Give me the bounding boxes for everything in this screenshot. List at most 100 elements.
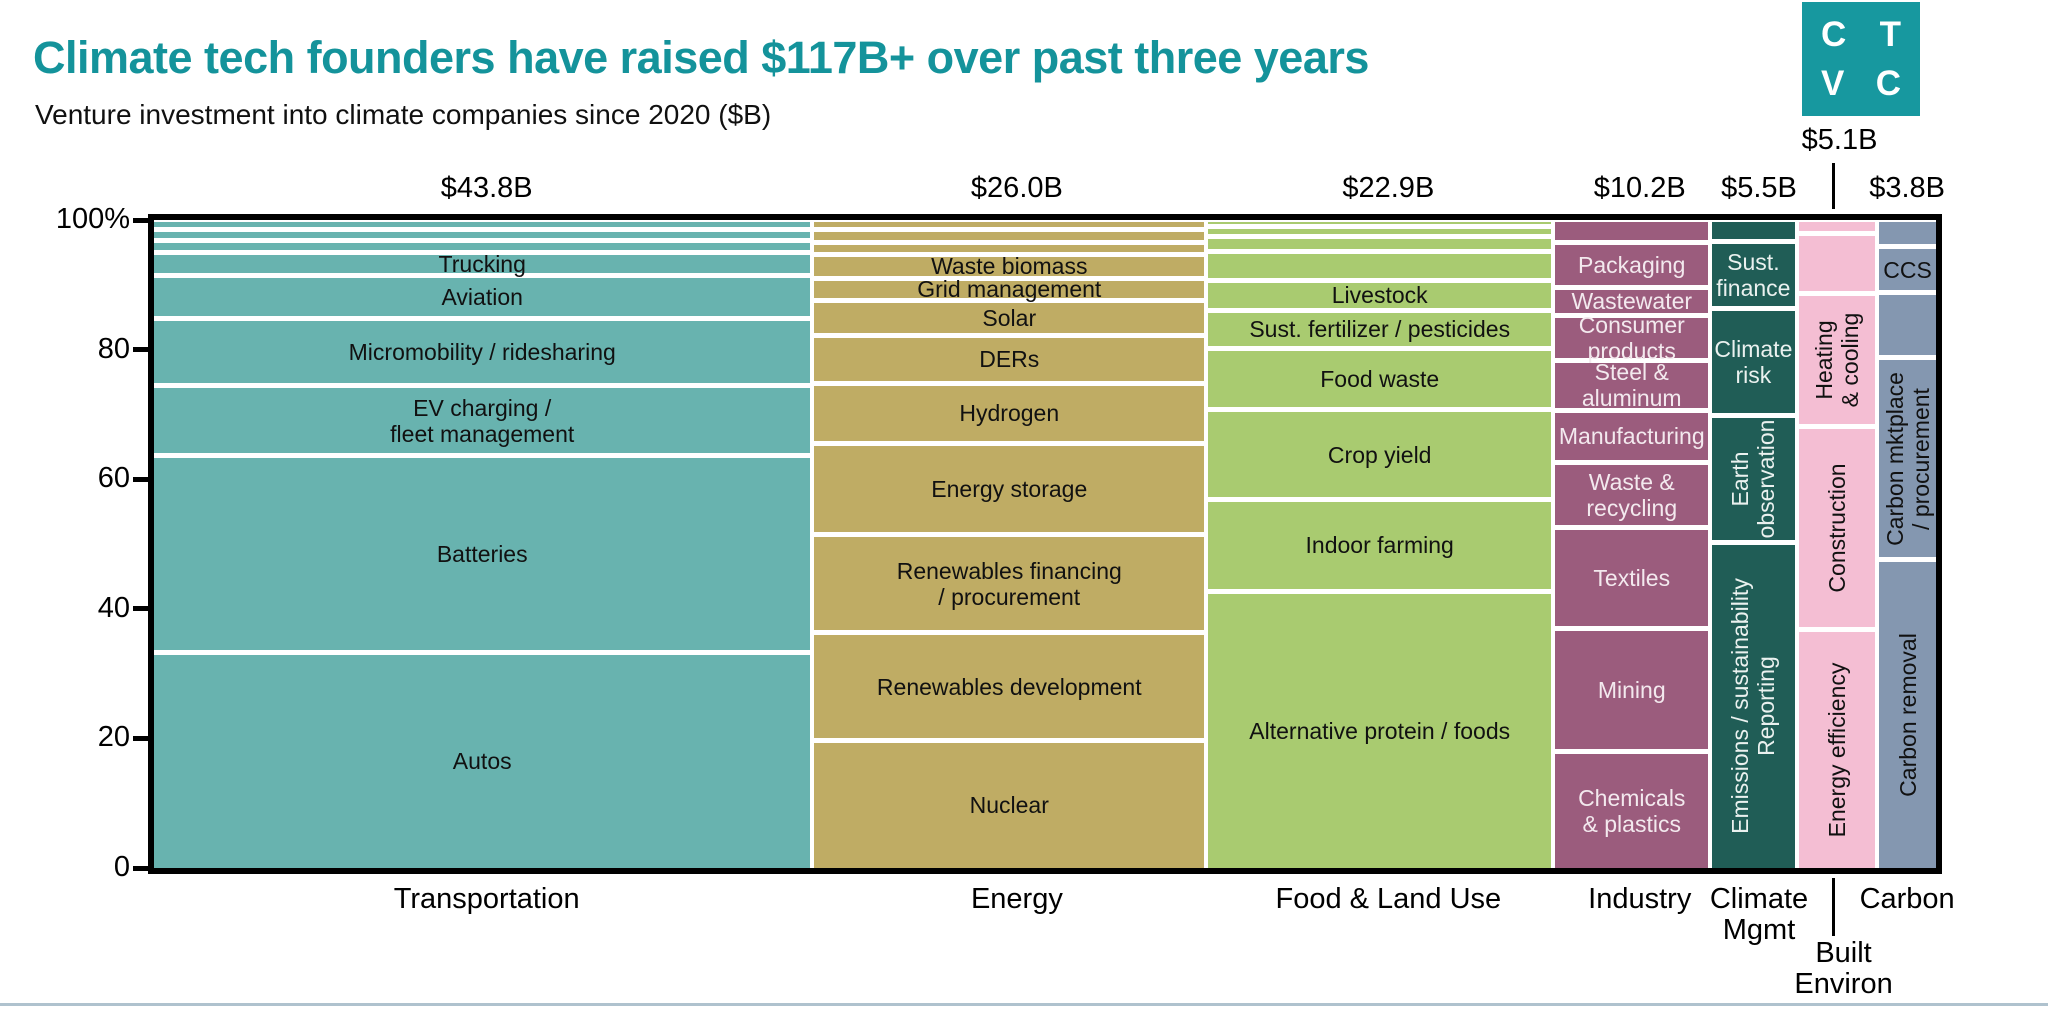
segment-unlabeled xyxy=(154,220,811,232)
segment-label: Mining xyxy=(1597,676,1666,703)
segment-label: Solar xyxy=(982,304,1037,331)
segment-label: Earth observation xyxy=(1727,419,1780,539)
mekko-column-food-land-use: Livestock Sust. fertilizer / pesticides Fo… xyxy=(1208,220,1552,868)
segment-carbon-mktplace-procurement: Carbon mktplace / procurement xyxy=(1879,359,1936,563)
category-label-carbon: Carbon xyxy=(1859,883,1955,915)
logo-letter: T xyxy=(1879,15,1901,54)
segment-packaging: Packaging xyxy=(1555,245,1709,290)
segment-label: Renewables development xyxy=(876,673,1142,700)
segment-autos: Autos xyxy=(154,654,811,868)
segment-alternative-protein-foods: Alternative protein / foods xyxy=(1208,593,1552,868)
segment-unlabeled xyxy=(814,232,1205,245)
segment-solar: Solar xyxy=(814,302,1205,338)
segment-aviation: Aviation xyxy=(154,278,811,322)
segment-batteries: Batteries xyxy=(154,457,811,655)
segment-label: Emissions / sustainability Reporting xyxy=(1727,578,1780,835)
segment-sust-finance: Sust. finance xyxy=(1712,243,1795,312)
segment-carbon-removal: Carbon removal xyxy=(1879,562,1936,868)
segment-micromobility-ridesharing: Micromobility / ridesharing xyxy=(154,321,811,389)
segment-unlabeled xyxy=(1798,236,1876,296)
segment-emissions-sustainability-reporting: Emissions / sustainability Reporting xyxy=(1712,544,1795,868)
segment-label: Livestock xyxy=(1331,282,1428,309)
mekko-column-carbon: CCS Carbon mktplace / procurement Carbon r… xyxy=(1879,220,1936,868)
segment-label: Trucking xyxy=(438,251,526,278)
mekko-column-climate-mgmt: Sust. finance Climate risk Earth observati… xyxy=(1712,220,1795,868)
segment-label: Hydrogen xyxy=(959,400,1060,427)
segment-label: EV charging / fleet management xyxy=(390,394,575,447)
segment-waste-biomass: Waste biomass xyxy=(814,253,1205,281)
segment-renewables-development: Renewables development xyxy=(814,635,1205,743)
segment-unlabeled xyxy=(1712,220,1795,244)
segment-ders: DERs xyxy=(814,337,1205,386)
segment-climate-risk: Climate risk xyxy=(1712,311,1795,418)
logo-letter: V xyxy=(1821,64,1845,103)
segment-label: Construction xyxy=(1823,463,1850,593)
segment-label: Climate risk xyxy=(1714,336,1793,388)
segment-unlabeled xyxy=(1879,220,1936,250)
ctvc-logo-row: V C xyxy=(1821,66,1901,101)
segment-unlabeled xyxy=(1208,220,1552,230)
segment-label: Micromobility / ridesharing xyxy=(348,339,616,366)
segment-steel-aluminum: Steel & aluminum xyxy=(1555,359,1709,414)
segment-sust-fertilizer-pesticides: Sust. fertilizer / pesticides xyxy=(1208,312,1552,351)
category-label-climate-mgmt: Climate Mgmt xyxy=(1709,883,1809,947)
segment-crop-yield: Crop yield xyxy=(1208,412,1552,502)
segment-label: Energy storage xyxy=(931,475,1088,502)
column-value-label-carbon: $3.8B xyxy=(1869,172,1946,204)
segment-label: Crop yield xyxy=(1327,441,1432,468)
segment-chemicals-plastics: Chemicals & plastics xyxy=(1555,753,1709,868)
segment-label: Aviation xyxy=(441,284,523,311)
segment-energy-efficiency: Energy efficiency xyxy=(1798,632,1876,868)
segment-unlabeled xyxy=(154,243,811,255)
segment-label: Packaging xyxy=(1578,252,1686,279)
y-axis-tick-label: 60 xyxy=(97,462,130,495)
segment-waste-recycling: Waste & recycling xyxy=(1555,464,1709,531)
segment-unlabeled xyxy=(154,231,811,244)
segment-ev-charging-fleet-management: EV charging / fleet management xyxy=(154,388,811,458)
column-value-label-energy: $26.0B xyxy=(970,172,1063,204)
ctvc-logo: C T V C xyxy=(1802,2,1920,116)
column-value-label-transportation: $43.8B xyxy=(440,172,533,204)
segment-label: Carbon mktplace / procurement xyxy=(1881,371,1934,546)
segment-manufacturing: Manufacturing xyxy=(1555,413,1709,465)
segment-label: Waste biomass xyxy=(931,253,1088,280)
segment-unlabeled xyxy=(1798,220,1876,237)
value-callout-line xyxy=(1831,163,1835,209)
segment-energy-storage: Energy storage xyxy=(814,446,1205,537)
mekko-column-energy: Waste biomass Grid management Solar DERs Hyd… xyxy=(814,220,1205,868)
segment-unlabeled xyxy=(1208,253,1552,283)
segment-food-waste: Food waste xyxy=(1208,350,1552,413)
chart-subtitle: Venture investment into climate companie… xyxy=(35,99,772,130)
segment-construction: Construction xyxy=(1798,429,1876,633)
mekko-plot-frame: Trucking Aviation Micromobility / rideshar… xyxy=(148,214,1942,874)
segment-renewables-financing-procurement: Renewables financing / procurement xyxy=(814,536,1205,636)
ctvc-logo-row: C T xyxy=(1821,17,1901,52)
y-axis-tick-mark xyxy=(133,476,148,482)
segment-label: Autos xyxy=(452,748,512,775)
segment-label: Textiles xyxy=(1593,565,1671,592)
category-label-built-environ: Built Environ xyxy=(1794,937,1893,1001)
segment-wastewater: Wastewater xyxy=(1555,288,1709,318)
y-axis-tick-label: 100% xyxy=(55,203,130,235)
segment-label: Sust. fertilizer / pesticides xyxy=(1249,316,1511,343)
segment-label: Manufacturing xyxy=(1558,423,1705,450)
segment-grid-management: Grid management xyxy=(814,276,1205,303)
segment-ccs: CCS xyxy=(1879,249,1936,296)
segment-label: Chemicals & plastics xyxy=(1578,784,1686,837)
segment-textiles: Textiles xyxy=(1555,530,1709,631)
column-value-label-built-environ: $5.1B xyxy=(1801,124,1878,156)
y-axis-tick-label: 80 xyxy=(97,332,130,365)
segment-label: Nuclear xyxy=(969,792,1049,819)
segment-label: Sust. finance xyxy=(1716,249,1791,302)
mekko-column-industry: Packaging Wastewater Consumer products Stee… xyxy=(1555,220,1709,868)
segment-unlabeled xyxy=(1208,239,1552,254)
segment-mining: Mining xyxy=(1555,630,1709,754)
segment-hydrogen: Hydrogen xyxy=(814,385,1205,447)
mekko-column-transportation: Trucking Aviation Micromobility / rideshar… xyxy=(154,220,811,868)
segment-label: Energy efficiency xyxy=(1823,662,1850,838)
y-axis-tick-mark xyxy=(133,735,148,741)
segment-label: DERs xyxy=(979,346,1040,373)
category-callout-line xyxy=(1831,878,1835,936)
segment-label: Consumer products xyxy=(1578,311,1685,364)
